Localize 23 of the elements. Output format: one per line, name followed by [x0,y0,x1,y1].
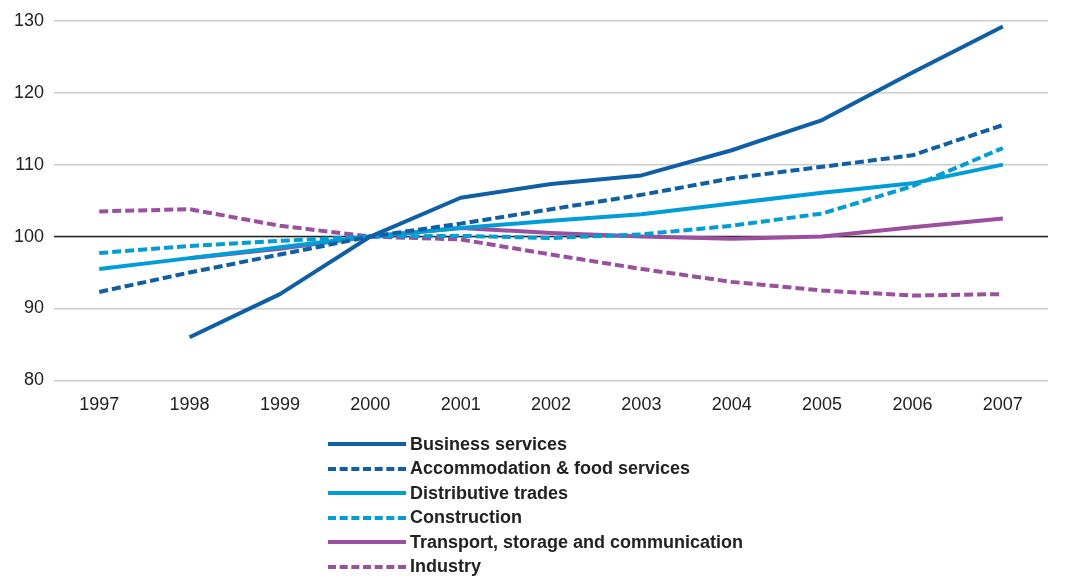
x-tick-label: 1999 [259,394,300,415]
y-tick-label: 110 [15,153,45,174]
x-tick-label: 2007 [982,394,1023,415]
legend-label: Construction [410,507,522,529]
y-tick-label: 120 [13,81,45,102]
y-tick-label: 100 [13,225,45,246]
legend-label: Industry [410,556,482,578]
legend-label: Business services [410,433,568,455]
x-tick-label: 2003 [621,394,662,415]
x-tick-label: 2006 [892,394,933,415]
x-tick-label: 2001 [440,394,481,415]
x-tick-label: 2002 [530,394,572,415]
legend-label: Transport, storage and communication [410,531,744,553]
y-tick-label: 130 [13,9,45,30]
x-tick-label: 1998 [169,394,210,415]
y-tick-label: 80 [24,369,45,390]
x-tick-label: 2005 [802,394,843,415]
x-tick-label: 2004 [711,394,752,415]
x-tick-label: 1997 [79,394,120,415]
legend-label: Distributive trades [410,482,569,504]
y-tick-label: 90 [24,297,45,318]
x-tick-label: 2000 [350,394,391,415]
legend-label: Accommodation & food services [410,458,691,480]
